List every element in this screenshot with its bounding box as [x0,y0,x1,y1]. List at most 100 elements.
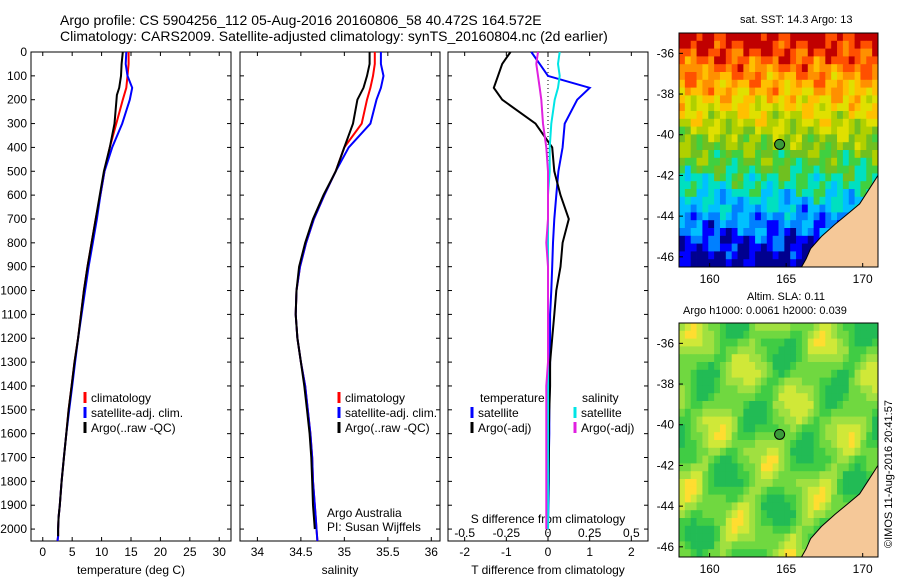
map-cell [731,549,738,558]
map-cell [872,150,879,159]
map-cell [801,189,809,198]
map-cell [784,212,791,221]
map-cell [848,87,855,96]
map-cell [848,118,855,127]
map-cell [684,432,692,441]
map-cell [837,189,844,198]
map-cell [866,330,873,339]
map-cell [755,165,762,174]
map-cell [684,181,692,190]
map-cell [679,235,686,244]
map-cell [714,220,721,229]
map-cell [725,126,733,135]
map-cell [690,181,697,190]
map-cell [866,369,873,378]
map-cell [708,126,715,135]
map-cell [737,259,744,268]
map-cell [702,204,709,213]
map-cell [848,56,855,65]
map-cell [684,369,692,378]
map-cell [831,471,838,480]
map-cell [784,165,791,174]
map-cell [702,181,709,190]
map-cell [825,447,832,456]
map-cell [731,408,738,417]
map-cell [837,165,844,174]
map-cell [778,393,785,402]
map-cell [784,471,791,480]
map-cell [696,385,703,394]
map-cell [796,79,803,88]
map-cell [766,424,774,433]
map-cell [731,455,738,464]
map-cell [755,354,762,363]
map-cell [796,362,803,371]
map-cell [842,416,850,425]
map-cell [714,354,721,363]
map-cell [737,212,744,221]
map-cell [813,173,820,182]
map-cell [725,393,733,402]
map-cell [825,455,832,464]
map-cell [755,440,762,449]
map-cell [790,228,797,237]
map-cell [796,463,803,472]
map-cell [731,330,738,339]
map-cell [807,518,815,527]
map-cell [731,157,738,166]
y-tick-label: 300 [7,117,27,131]
map-cell [778,33,785,42]
map-cell [696,486,703,495]
map-cell [731,165,738,174]
map-cell [731,385,738,394]
map-cell [714,56,721,65]
map-cell [708,541,715,550]
map-cell [825,323,832,332]
map-cell [790,181,797,190]
map-cell [702,157,709,166]
map-cell [796,338,803,347]
map-cell [684,377,692,386]
map-cell [702,103,709,112]
sst-map-title: sat. SST: 14.3 Argo: 13 [740,14,853,26]
map-cell [819,95,826,104]
map-cell [801,455,809,464]
map-cell [784,385,791,394]
map-cell [872,40,879,49]
map-cell [866,377,873,386]
map-cell [819,385,826,394]
map-cell [848,447,855,456]
map-cell [725,235,733,244]
map-cell [796,369,803,378]
map-cell [708,64,715,73]
map-cell [725,463,733,472]
map-cell [842,354,850,363]
map-cell [749,518,756,527]
map-cell [708,259,715,268]
map-cell [743,518,750,527]
map-cell [796,323,803,332]
map-cell [831,111,838,120]
map-cell [854,393,861,402]
map-cell [784,95,791,104]
map-cell [801,486,809,495]
map-cell [743,228,750,237]
map-cell [866,56,873,65]
map-cell [860,79,867,88]
map-cell [801,235,809,244]
map-cell [854,369,861,378]
map-cell [784,525,791,534]
map-cell [872,33,879,42]
map-cell [801,354,809,363]
map-cell [749,354,756,363]
map-cell [766,196,774,205]
map-cell [731,72,738,81]
map-cell [690,243,697,252]
map-cell [737,95,744,104]
map-cell [755,369,762,378]
map-cell [702,416,709,425]
map-cell [778,111,785,120]
map-cell [749,447,756,456]
map-frame [678,322,879,558]
map-cell [743,40,750,49]
